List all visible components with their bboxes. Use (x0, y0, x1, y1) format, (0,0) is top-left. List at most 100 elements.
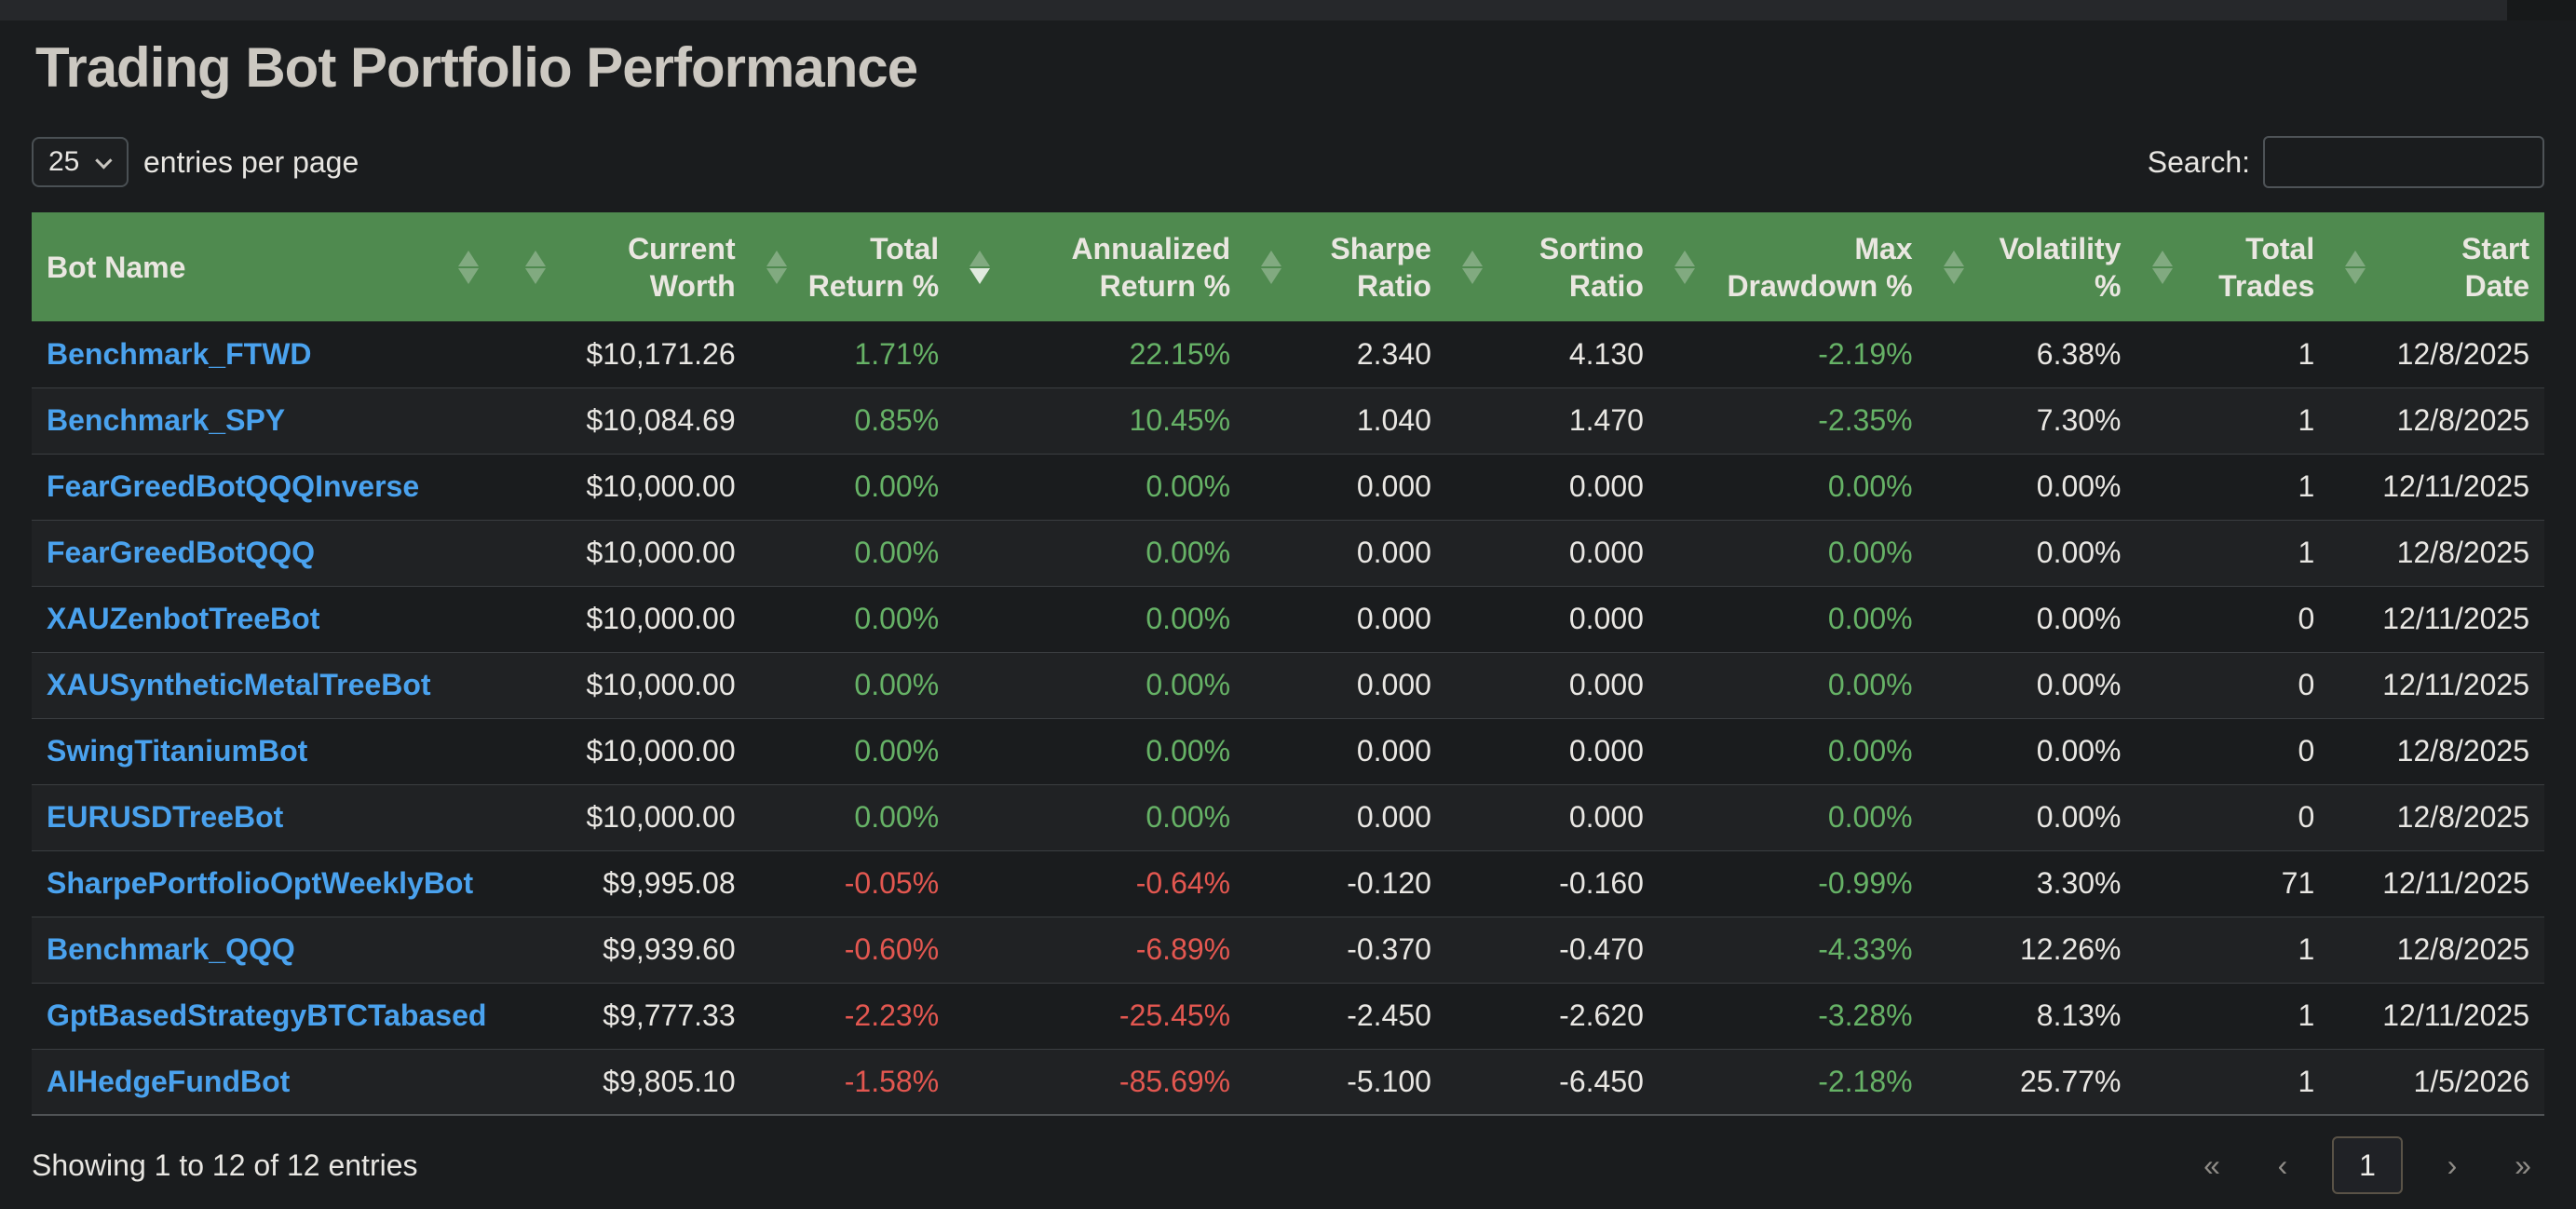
cell-max-drawdown: -4.33% (1658, 916, 1928, 983)
cell-total-trades: 0 (2135, 585, 2330, 652)
table-row: GptBasedStrategyBTCTabased $9,777.33 -2.23… (32, 982, 2544, 1049)
column-label: Bot Name (47, 250, 186, 284)
table-controls: 25 entries per page Search: (32, 136, 2544, 188)
bot-name-link[interactable]: FearGreedBotQQQ (47, 536, 316, 569)
sort-icon (1461, 250, 1484, 284)
cell-current-worth: $9,805.10 (508, 1048, 751, 1115)
cell-sharpe-ratio: 0.000 (1245, 453, 1446, 520)
cell-annualized-return: 0.00% (954, 585, 1246, 652)
cell-max-drawdown: -2.35% (1658, 387, 1928, 454)
table-row: Benchmark_FTWD $10,171.26 1.71% 22.15% 2.340… (32, 321, 2544, 387)
cell-current-worth: $10,000.00 (508, 783, 751, 850)
cell-current-worth: $9,939.60 (508, 916, 751, 983)
cell-current-worth: $9,777.33 (508, 982, 751, 1049)
column-header-current-worth[interactable]: Current Worth (508, 212, 751, 321)
column-header-annualized-return[interactable]: Annualized Return % (954, 212, 1246, 321)
cell-annualized-return: 0.00% (954, 651, 1246, 718)
cell-sharpe-ratio: 0.000 (1245, 783, 1446, 850)
cell-current-worth: $10,000.00 (508, 651, 751, 718)
cell-volatility: 0.00% (1927, 453, 2136, 520)
cell-bot-name: XAUSyntheticMetalTreeBot (32, 651, 509, 718)
table-row: AIHedgeFundBot $9,805.10 -1.58% -85.69% -5.1… (32, 1048, 2544, 1115)
cell-bot-name: FearGreedBotQQQInverse (32, 453, 509, 520)
column-label: Total Return % (807, 231, 940, 303)
cell-total-trades: 0 (2135, 717, 2330, 784)
bot-name-link[interactable]: XAUZenbotTreeBot (47, 602, 320, 635)
cell-bot-name: XAUZenbotTreeBot (32, 585, 509, 652)
page-container: Trading Bot Portfolio Performance 25 ent… (0, 20, 2576, 1196)
column-header-max-drawdown[interactable]: Max Drawdown % (1658, 212, 1928, 321)
cell-annualized-return: -6.89% (954, 916, 1246, 983)
cell-volatility: 0.00% (1927, 519, 2136, 586)
entries-per-page-select[interactable]: 25 (32, 137, 129, 187)
cell-total-return: 0.00% (750, 783, 955, 850)
column-header-total-trades[interactable]: Total Trades (2135, 212, 2330, 321)
cell-volatility: 7.30% (1927, 387, 2136, 454)
cell-annualized-return: 0.00% (954, 717, 1246, 784)
cell-sharpe-ratio: 0.000 (1245, 585, 1446, 652)
cell-annualized-return: 0.00% (954, 519, 1246, 586)
cell-bot-name: Benchmark_SPY (32, 387, 509, 454)
cell-total-return: 0.00% (750, 717, 955, 784)
bot-name-link[interactable]: GptBasedStrategyBTCTabased (47, 998, 487, 1032)
cell-total-trades: 1 (2135, 1048, 2330, 1115)
bot-name-link[interactable]: AIHedgeFundBot (47, 1064, 291, 1098)
table-row: SharpePortfolioOptWeeklyBot $9,995.08 -0.0… (32, 849, 2544, 917)
cell-total-trades: 1 (2298, 336, 2315, 371)
column-label: Total Trades (2218, 231, 2315, 303)
cell-max-drawdown: -2.19% (1818, 336, 1913, 371)
cell-total-trades: 1 (2135, 916, 2330, 983)
cell-total-return: 1.71% (854, 336, 940, 371)
cell-current-worth: $10,000.00 (508, 717, 751, 784)
cell-annualized-return: -85.69% (954, 1048, 1246, 1115)
pagination-last-button[interactable]: » (2515, 1148, 2531, 1182)
cell-volatility: 12.26% (1927, 916, 2136, 983)
column-header-start-date[interactable]: Start Date (2329, 212, 2544, 321)
column-header-sortino-ratio[interactable]: Sortino Ratio (1445, 212, 1659, 321)
table-footer: Showing 1 to 12 of 12 entries « ‹ 1 › » (32, 1116, 2544, 1196)
column-header-total-return[interactable]: Total Return % (750, 212, 955, 321)
cell-sortino-ratio: 1.470 (1445, 387, 1659, 454)
bot-name-link[interactable]: XAUSyntheticMetalTreeBot (47, 668, 431, 701)
cell-annualized-return: 0.00% (954, 783, 1246, 850)
pagination-page-1-button[interactable]: 1 (2332, 1136, 2403, 1194)
search-input[interactable] (2263, 136, 2544, 188)
pagination-previous-button[interactable]: ‹ (2277, 1148, 2288, 1182)
column-header-volatility[interactable]: Volatility % (1927, 212, 2136, 321)
cell-sharpe-ratio: 0.000 (1245, 519, 1446, 586)
cell-annualized-return: 0.00% (954, 453, 1246, 520)
table-row: XAUSyntheticMetalTreeBot $10,000.00 0.00% 0… (32, 651, 2544, 718)
bot-name-link[interactable]: EURUSDTreeBot (47, 800, 284, 834)
page-title: Trading Bot Portfolio Performance (35, 36, 918, 99)
cell-sharpe-ratio: -5.100 (1245, 1048, 1446, 1115)
cell-start-date: 12/8/2025 (2329, 717, 2544, 784)
column-label: Max Drawdown % (1727, 231, 1913, 303)
cell-annualized-return: -0.64% (954, 849, 1246, 917)
cell-sortino-ratio: 4.130 (1568, 336, 1644, 371)
bot-name-link[interactable]: SwingTitaniumBot (47, 734, 308, 768)
cell-volatility: 3.30% (1927, 849, 2136, 917)
bot-name-link[interactable]: FearGreedBotQQQInverse (47, 469, 420, 503)
column-label: Current Worth (628, 231, 736, 303)
cell-sharpe-ratio: 0.000 (1245, 651, 1446, 718)
cell-annualized-return: -25.45% (954, 982, 1246, 1049)
table-row: Benchmark_QQQ $9,939.60 -0.60% -6.89% -0.370… (32, 916, 2544, 983)
pagination-first-button[interactable]: « (2203, 1148, 2220, 1182)
column-header-bot-name[interactable]: Bot Name (32, 212, 509, 321)
entries-per-page-value: 25 (48, 146, 80, 177)
bot-name-link[interactable]: SharpePortfolioOptWeeklyBot (47, 866, 474, 900)
bot-name-link[interactable]: Benchmark_FTWD (47, 336, 312, 371)
cell-start-date: 12/8/2025 (2396, 336, 2529, 371)
search-control: Search: (2148, 136, 2544, 188)
column-header-sharpe-ratio[interactable]: Sharpe Ratio (1245, 212, 1446, 321)
bot-name-link[interactable]: Benchmark_SPY (47, 403, 286, 437)
cell-sortino-ratio: -0.470 (1445, 916, 1659, 983)
cell-sortino-ratio: 0.000 (1445, 453, 1659, 520)
column-label: Sortino Ratio (1539, 231, 1644, 303)
cell-total-trades: 0 (2135, 651, 2330, 718)
cell-total-trades: 1 (2135, 387, 2330, 454)
cell-start-date: 12/8/2025 (2329, 387, 2544, 454)
bot-name-link[interactable]: Benchmark_QQQ (47, 932, 295, 966)
pagination-next-button[interactable]: › (2447, 1148, 2458, 1182)
column-label: Sharpe Ratio (1330, 231, 1431, 303)
